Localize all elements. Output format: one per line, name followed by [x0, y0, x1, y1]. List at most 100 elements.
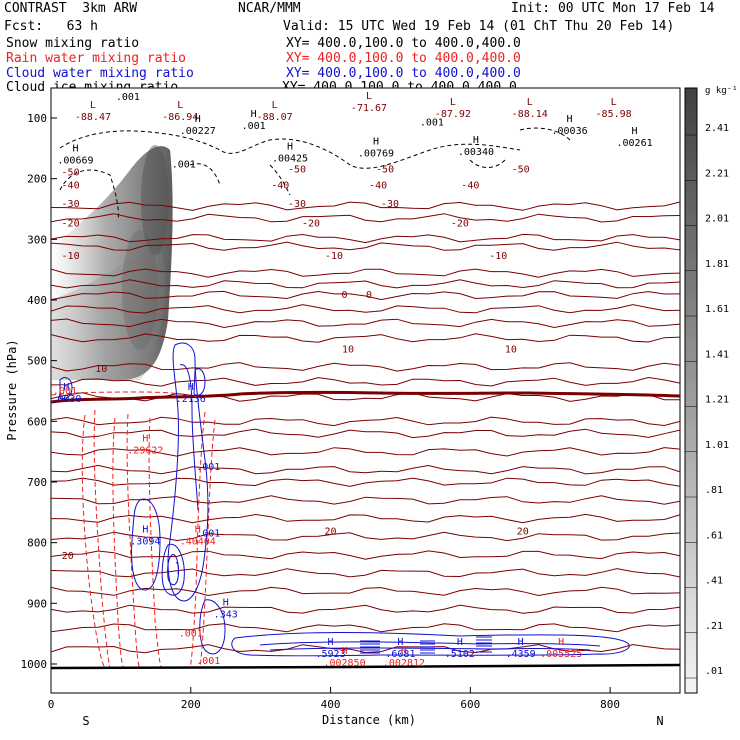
extremum-value: .00669 — [57, 156, 93, 167]
isotherm-label: 20 — [62, 551, 74, 562]
isotherm-label: -10 — [489, 251, 507, 262]
y-axis-label: Pressure (hPa) — [5, 339, 19, 440]
y-tick-label: 500 — [27, 355, 47, 368]
isotherm-line — [51, 416, 680, 427]
isotherm-label: -50 — [62, 167, 80, 178]
isotherm-label: 0 — [366, 290, 372, 301]
contour-labels: -50 -50 -50 -50 -40 -40 -40 -40 -30 -30 -30 -20 -20 -… — [51, 91, 652, 669]
isotherm-line — [51, 333, 680, 343]
colorbar-label: .21 — [705, 621, 723, 632]
extremum-value: .5102 — [445, 649, 475, 660]
isotherm-label: 0 — [342, 290, 348, 301]
extremum-value: .00769 — [358, 148, 394, 159]
field-label-cloud-water: Cloud water mixing ratio — [6, 66, 194, 81]
extremum-marker: H — [63, 382, 69, 393]
extremum-marker: H — [72, 144, 78, 155]
cloud-ice-contours — [59, 127, 571, 221]
freezing-level-line — [51, 390, 680, 404]
isotherm-line — [51, 304, 680, 314]
isotherm-line — [51, 586, 680, 597]
extremum-marker: L — [611, 97, 617, 108]
extremum-marker: H — [188, 382, 194, 393]
y-tick-label: 300 — [27, 233, 47, 246]
isotherm-line — [51, 290, 680, 301]
isotherm-line — [51, 318, 680, 329]
x-axis-south-label: S — [82, 714, 89, 728]
extremum-value: .4359 — [506, 649, 536, 660]
extremum-marker: H — [142, 434, 148, 445]
extremum-marker: H — [223, 597, 229, 608]
isotherm-line — [51, 233, 680, 244]
extremum-marker: L — [527, 97, 533, 108]
colorbar-unit: g kg⁻¹ — [705, 86, 738, 96]
isotherm-line — [51, 495, 680, 505]
colorbar-label: 1.21 — [705, 395, 729, 406]
contour-value-label: .001 — [116, 92, 140, 103]
isotherm-line — [51, 477, 680, 487]
extremum-marker: H — [142, 525, 148, 536]
extremum-marker: L — [90, 100, 96, 111]
isotherm-label: -40 — [369, 181, 387, 192]
isotherm-label: -30 — [381, 199, 399, 210]
extremum-marker: L — [177, 100, 183, 111]
extremum-value: -86.94 — [162, 112, 198, 123]
colorbar-label: .61 — [705, 530, 723, 541]
isotherm-label: -50 — [512, 164, 530, 175]
extremum-value: .2136 — [176, 394, 206, 405]
extremum-value: -88.07 — [257, 112, 293, 123]
extremum-value: .00425 — [272, 153, 308, 164]
extremum-value: .00261 — [617, 138, 653, 149]
temperature-isotherms — [51, 201, 680, 654]
colorbar-label: 1.61 — [705, 304, 729, 315]
contour-value-label: .001 — [196, 656, 220, 667]
extremum-value: -71.67 — [351, 103, 387, 114]
extremum-marker: H — [473, 135, 479, 146]
contour-value-label: .001 — [172, 160, 196, 171]
colorbar-label: 1.01 — [705, 440, 729, 451]
colorbar-label: 2.41 — [705, 123, 729, 134]
x-axis-north-label: N — [656, 714, 663, 728]
isotherm-label: -40 — [461, 181, 479, 192]
isotherm-label: -50 — [288, 164, 306, 175]
extremum-value: .3094 — [130, 537, 160, 548]
isotherm-label: 20 — [517, 527, 529, 538]
x-tick-label: 0 — [48, 698, 55, 711]
cloud-water-stripes — [360, 636, 492, 654]
y-tick-label: 100 — [27, 112, 47, 125]
contour-value-label: .001 — [196, 529, 220, 540]
extremum-marker: H — [328, 637, 334, 648]
isotherm-label: -30 — [62, 199, 80, 210]
x-tick-label: 200 — [181, 698, 201, 711]
valid-time: Valid: 15 UTC Wed 19 Feb 14 (01 ChT Thu … — [283, 19, 675, 34]
isotherm-label: -50 — [376, 164, 394, 175]
colorbar-label: 1.41 — [705, 349, 729, 360]
extremum-value: -88.47 — [75, 112, 111, 123]
isotherm-label: -30 — [288, 199, 306, 210]
extremum-value: .29622 — [127, 446, 163, 457]
isotherm-label: -10 — [62, 251, 80, 262]
colorbar-label: .81 — [705, 485, 723, 496]
isotherm-label: -10 — [325, 251, 343, 262]
extremum-marker: L — [450, 97, 456, 108]
surface-terrain-line — [51, 663, 680, 670]
isotherm-label: 10 — [505, 345, 517, 356]
y-tick-label: 1000 — [21, 658, 48, 671]
y-tick-label: 900 — [27, 597, 47, 610]
extremum-marker: L — [272, 100, 278, 111]
isotherm-label: -20 — [302, 218, 320, 229]
colorbar: 2.41 2.21 2.01 1.81 1.61 1.41 1.21 1.01 .81 .61 .4… — [684, 86, 738, 694]
extremum-value: -88.14 — [512, 109, 548, 120]
isotherm-line — [51, 604, 680, 614]
colorbar-label: .01 — [705, 666, 723, 677]
extremum-value: .00227 — [180, 126, 216, 137]
y-tick-label: 700 — [27, 476, 47, 489]
init-time: Init: 00 UTC Mon 17 Feb 14 — [511, 1, 715, 16]
contour-value-label: .001 — [420, 117, 444, 128]
rain-water-contours — [51, 391, 216, 669]
colorbar-label: .41 — [705, 576, 723, 587]
field-xy-snow: XY= 400.0,100.0 to 400.0,400.0 — [286, 36, 521, 51]
extremum-marker: L — [366, 91, 372, 102]
extremum-marker: H — [397, 637, 403, 648]
extremum-value: .00036 — [552, 126, 588, 137]
extremum-marker: H — [251, 109, 257, 120]
